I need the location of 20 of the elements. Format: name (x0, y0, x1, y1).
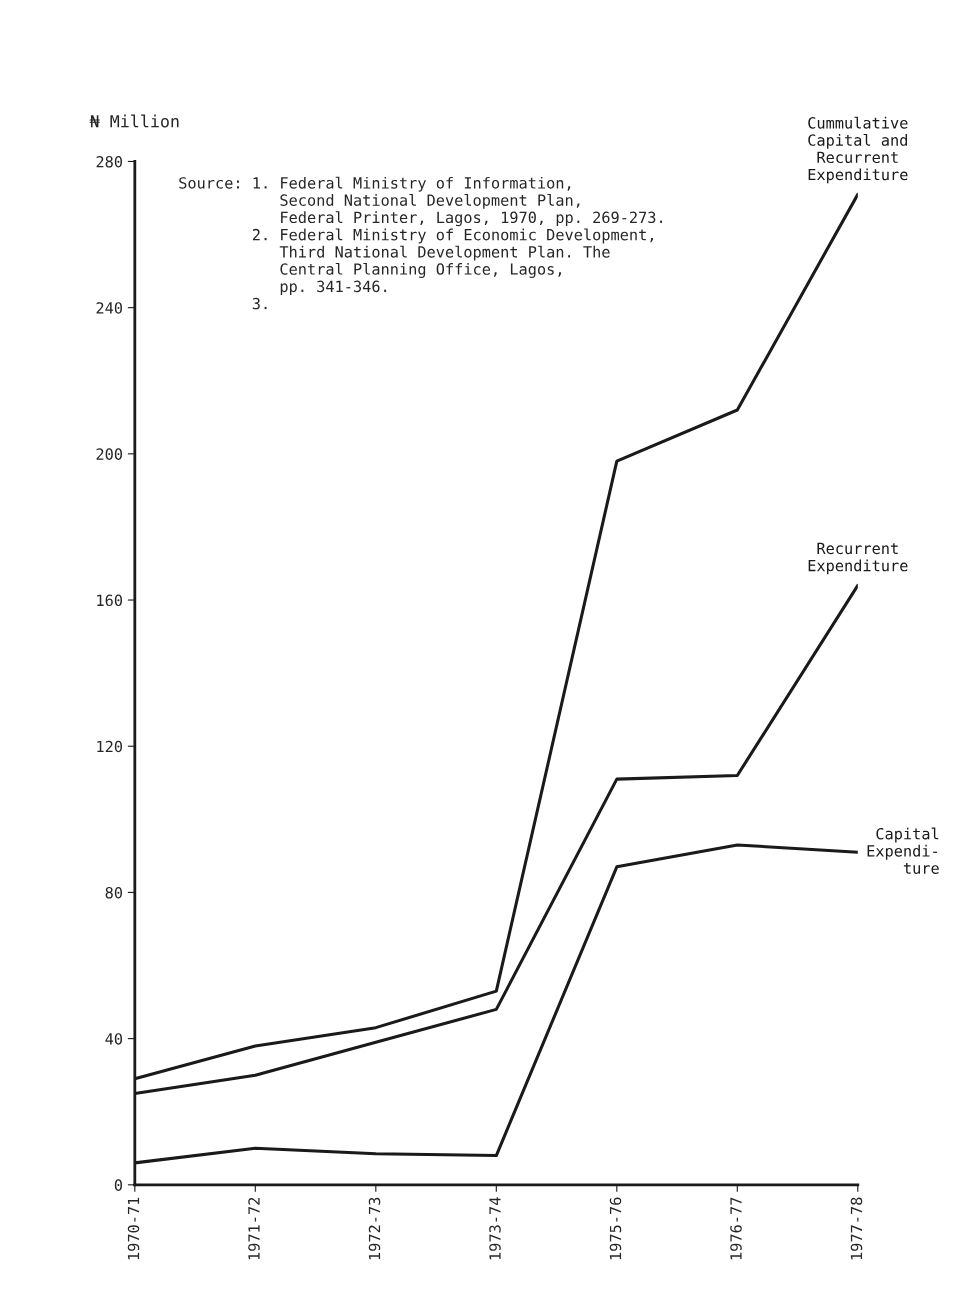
x-tick-label: 1975-76 (609, 1197, 622, 1260)
x-tick-label: 1977-78 (850, 1197, 863, 1260)
y-tick-label: 200 (96, 448, 123, 460)
y-tick-label: 0 (114, 1179, 123, 1191)
annotation: Source: 1. Federal Ministry of Information, Second National Development Plan, Federal Printer, Lagos, 1970, pp. 269-273. 2. Federal Ministry of Economic Development, Third National Development Plan. The Central Planning Office, Lagos, pp. 341-346. 3. (179, 176, 663, 310)
y-tick-label: 80 (105, 886, 123, 899)
y-tick-label: 280 (96, 155, 123, 168)
x-tick-label: 1972-73 (368, 1197, 381, 1260)
series-label: Capital Expendi- ture (867, 827, 939, 874)
x-tick-label: 1973-74 (489, 1197, 501, 1260)
y-tick-label: 40 (105, 1033, 123, 1045)
y-tick-label: 120 (97, 740, 123, 753)
y-tick-label: 240 (96, 302, 123, 314)
text: Cummulative Capital and Recurrent Expenditure (808, 116, 908, 184)
series-label: Recurrent Expenditure (808, 542, 908, 575)
x-tick-label: 1976-77 (730, 1197, 742, 1260)
x-tick-label: 1970-71 (127, 1197, 140, 1260)
y-axis-title: ₦ Million (89, 114, 179, 128)
y-tick-label: 160 (97, 594, 123, 607)
x-tick-label: 1971-72 (248, 1197, 260, 1260)
